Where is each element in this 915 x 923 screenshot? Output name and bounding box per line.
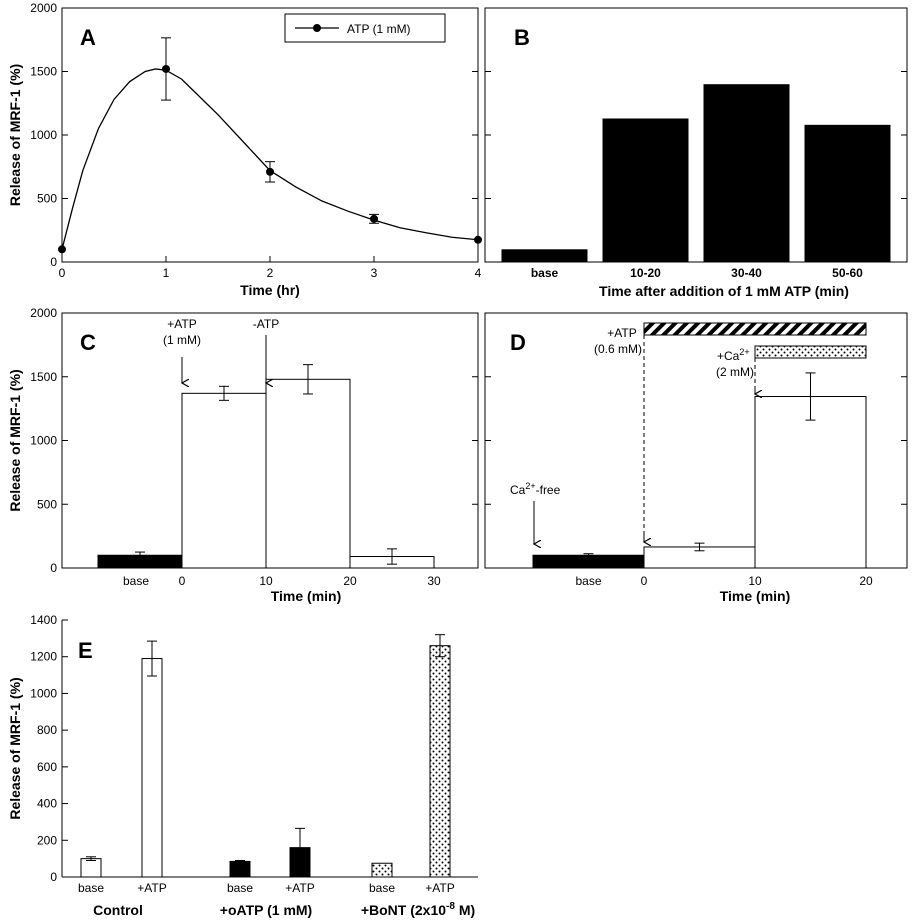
bar: [181, 392, 267, 569]
group-label: +BoNT (2x10-8 M): [361, 901, 475, 918]
x-tick-label: 10: [259, 574, 273, 588]
x-tick-label: base: [123, 574, 149, 588]
bar: [703, 84, 790, 262]
panel-letter-c: C: [80, 330, 96, 355]
y-tick-label: 1500: [30, 370, 57, 384]
bar: [602, 118, 689, 263]
y-tick-label: 1000: [30, 128, 57, 142]
category-label: 30-40: [731, 266, 762, 280]
x-tick-label: 0: [179, 574, 186, 588]
panel-letter-e: E: [78, 638, 93, 663]
bar: [754, 396, 867, 569]
panel-e: 0 200 400 600 800 1000 1200 1400 Release of MRF-…: [7, 613, 478, 918]
y-tick-label: 500: [37, 192, 57, 206]
legend-label: ATP (1 mM): [347, 22, 411, 36]
y-tick-label: 200: [37, 833, 57, 847]
y-tick-label: 0: [50, 255, 57, 269]
annotation-text: (1 mM): [163, 333, 201, 347]
data-point: [162, 64, 170, 73]
bar-label: base: [369, 881, 395, 895]
panel-a: 0 500 1000 1500 2000 0 1 2 3 4 Time (hr) Release of…: [7, 1, 482, 298]
legend-marker: [313, 24, 321, 32]
x-tick-label: base: [575, 574, 601, 588]
x-tick-label: 0: [641, 574, 648, 588]
y-axis-label: Release of MRF-1 (%): [7, 64, 23, 206]
panel-letter-a: A: [80, 25, 96, 50]
bar: [371, 862, 393, 878]
category-label: base: [531, 266, 559, 280]
y-axis-label: Release of MRF-1 (%): [7, 677, 23, 819]
annotation-text: (2 mM): [716, 365, 754, 379]
annotation-text: +ATP: [167, 317, 196, 331]
y-tick-label: 500: [37, 497, 57, 511]
y-tick-label: 1000: [30, 686, 57, 700]
series-line: [61, 68, 479, 250]
y-tick-label: 1000: [30, 434, 57, 448]
x-axis-label: Time (hr): [240, 282, 300, 298]
data-point: [266, 167, 274, 176]
bar: [141, 658, 163, 878]
ca-dotted-bar: [754, 345, 867, 359]
x-tick-label: 20: [859, 574, 873, 588]
y-tick-label: 1200: [30, 650, 57, 664]
annotation-text: (0.6 mM): [594, 342, 642, 356]
y-tick-label: 2000: [30, 306, 57, 320]
category-label: 50-60: [832, 266, 863, 280]
group-label: +oATP (1 mM): [220, 902, 312, 918]
atp-hatched-bar: [643, 322, 867, 336]
annotation-text: -ATP: [253, 317, 279, 331]
y-axis-label: Release of MRF-1 (%): [7, 369, 23, 511]
panel-c: 0 500 1000 1500 2000 Release of MRF-1 (%) Cbas…: [7, 306, 479, 604]
x-axis-label: Time (min): [271, 588, 342, 604]
bar: [804, 124, 891, 262]
y-tick-label: 1500: [30, 65, 57, 79]
annotation-text: +ATP: [607, 326, 636, 340]
x-tick-label: 0: [59, 266, 66, 280]
bar: [229, 860, 251, 878]
bar-label: base: [78, 881, 104, 895]
bar-label: base: [227, 881, 253, 895]
data-point: [58, 245, 66, 254]
y-tick-label: 0: [50, 870, 57, 884]
x-axis-label: Time after addition of 1 mM ATP (min): [599, 283, 849, 299]
panel-letter-d: D: [510, 330, 526, 355]
y-tick-label: 400: [37, 797, 57, 811]
category-label: 10-20: [630, 266, 661, 280]
group-label: Control: [93, 902, 143, 918]
x-tick-label: 3: [371, 266, 378, 280]
y-tick-label: 1400: [30, 613, 57, 627]
data-point: [370, 214, 378, 223]
x-axis-label: Time (min): [720, 588, 791, 604]
bar-label: +ATP: [285, 881, 314, 895]
x-tick-label: 4: [475, 266, 482, 280]
bar-label: +ATP: [425, 881, 454, 895]
annotation-text: Ca2+-free: [510, 481, 561, 497]
x-tick-label: 2: [267, 266, 274, 280]
x-tick-label: 30: [427, 574, 441, 588]
x-tick-label: 20: [343, 574, 357, 588]
plot-frame: [61, 7, 479, 263]
y-tick-label: 800: [37, 723, 57, 737]
x-tick-label: 10: [748, 574, 762, 588]
y-tick-label: 600: [37, 760, 57, 774]
y-tick-label: 0: [50, 561, 57, 575]
data-point: [474, 235, 482, 244]
y-tick-label: 2000: [30, 1, 57, 15]
panel-letter-b: B: [514, 25, 530, 50]
bar: [265, 378, 351, 569]
bar: [501, 249, 588, 262]
annotation-text: +Ca2+: [717, 347, 750, 363]
x-tick-label: 1: [163, 266, 170, 280]
bar-label: +ATP: [137, 881, 166, 895]
bar: [429, 645, 451, 878]
bar: [80, 858, 102, 878]
